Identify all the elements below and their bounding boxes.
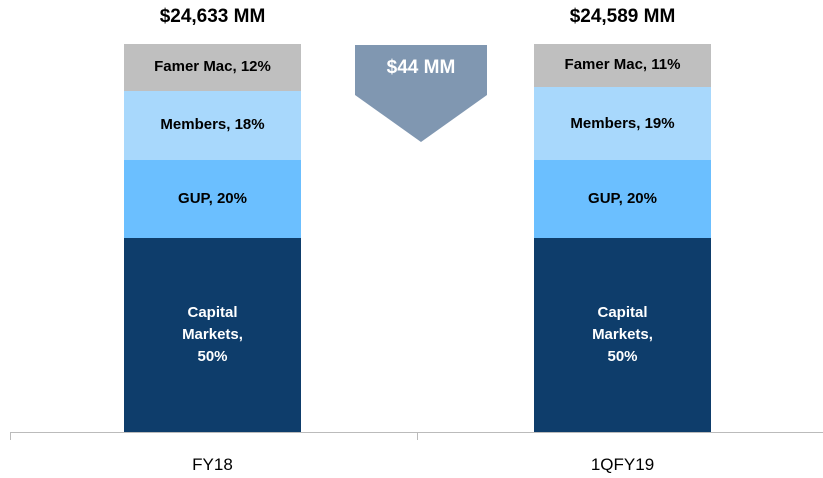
segment-label: Famer Mac, 11%	[564, 56, 681, 74]
bar-segment: Members, 19%	[534, 86, 711, 161]
total-label: $24,633 MM	[159, 6, 266, 27]
bar-segment: Members, 18%	[124, 90, 301, 161]
bar-segment: Famer Mac, 11%	[534, 44, 711, 87]
segment-label: Capital Markets, 50%	[592, 304, 653, 365]
segment-label: Famer Mac, 12%	[154, 58, 271, 76]
segment-label: Capital Markets, 50%	[182, 304, 243, 365]
bar-segment: Capital Markets, 50%	[124, 238, 301, 432]
segment-label: GUP, 20%	[588, 190, 657, 208]
annotation-label: $44 MM	[387, 57, 456, 78]
x-tick-label: FY18	[192, 455, 233, 474]
segment-label: Members, 18%	[160, 116, 265, 134]
x-tick-label: 1QFY19	[590, 455, 655, 474]
total-label: $24,589 MM	[569, 6, 676, 27]
x-axis	[10, 432, 823, 433]
bar-segment: GUP, 20%	[534, 160, 711, 238]
bar-segment: GUP, 20%	[124, 160, 301, 238]
segment-label: Members, 19%	[570, 114, 675, 132]
bar-segment: Famer Mac, 12%	[124, 44, 301, 91]
bar-segment: Capital Markets, 50%	[534, 238, 711, 432]
x-tick	[417, 432, 418, 440]
segment-label: GUP, 20%	[178, 190, 247, 208]
x-tick	[10, 432, 11, 440]
annotation-arrow	[355, 45, 487, 142]
annotation-arrow-svg: $44 MM	[355, 45, 487, 142]
